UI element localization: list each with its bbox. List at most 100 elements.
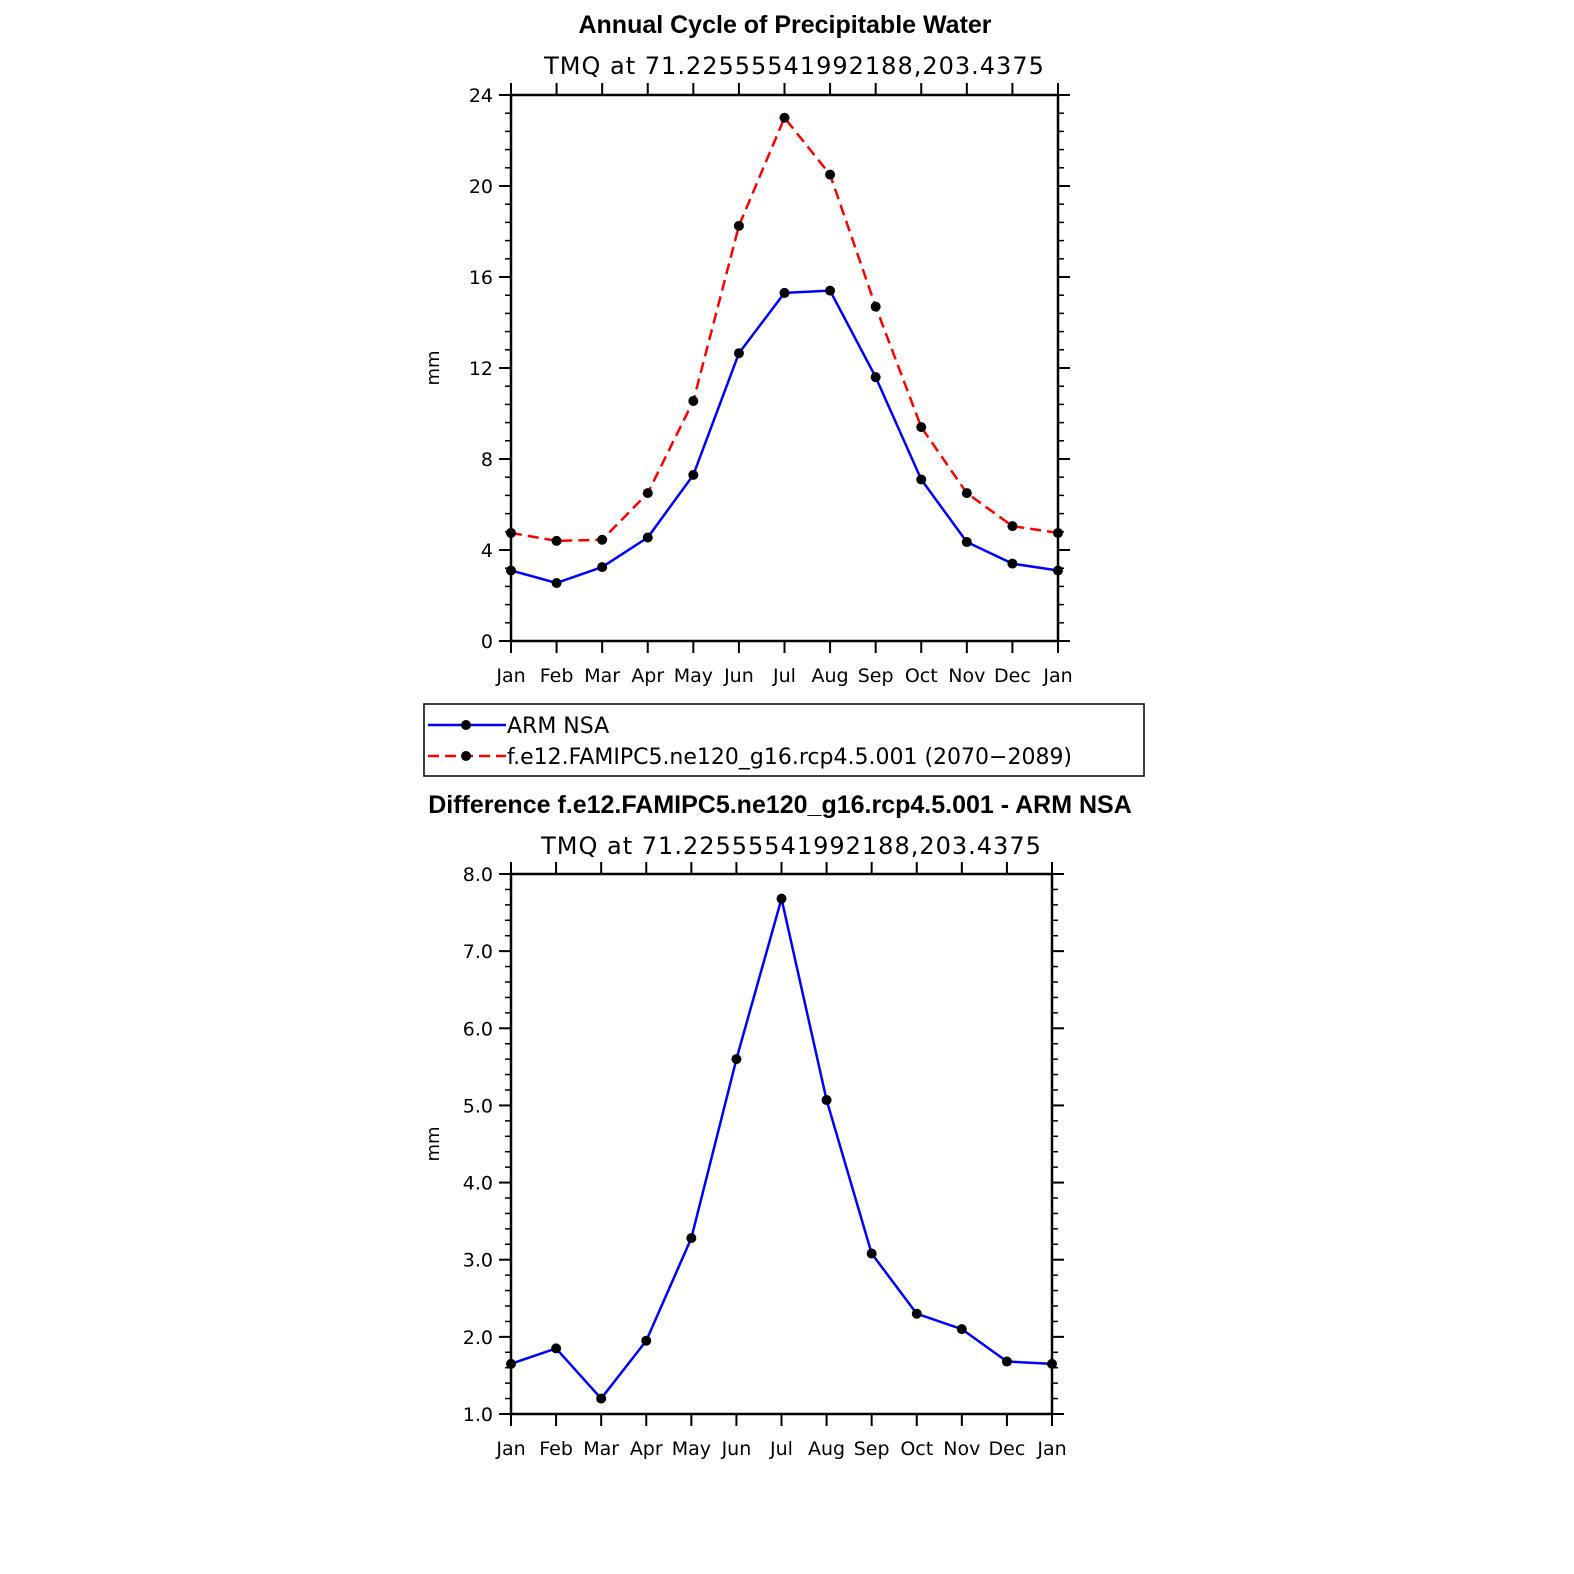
data-point	[825, 285, 836, 296]
data-point	[870, 301, 881, 312]
data-point	[870, 372, 881, 383]
y-tick-label: 0	[481, 631, 493, 653]
data-point	[916, 422, 927, 433]
x-tick-label: May	[672, 1438, 711, 1460]
x-tick-label: Jul	[772, 665, 796, 687]
data-point	[641, 1335, 652, 1346]
y-tick-label: 2.0	[463, 1327, 493, 1349]
legend-marker	[461, 720, 471, 730]
y-axis-label: mm	[423, 1126, 444, 1161]
data-point	[506, 1358, 516, 1369]
data-point	[866, 1248, 877, 1259]
data-point	[731, 1054, 742, 1065]
y-tick-label: 1.0	[463, 1404, 493, 1426]
y-tick-label: 6.0	[463, 1018, 493, 1040]
data-point	[779, 112, 790, 123]
data-point	[597, 534, 608, 545]
data-point	[911, 1308, 922, 1319]
series-line-0	[510, 289, 1059, 585]
data-point	[551, 1343, 562, 1354]
data-point	[956, 1324, 967, 1335]
legend-marker	[461, 751, 471, 761]
x-tick-label: Feb	[540, 665, 574, 687]
x-tick-label: Jun	[721, 1438, 752, 1460]
data-point	[1047, 1358, 1057, 1369]
data-point	[551, 535, 562, 546]
x-tick-label: Nov	[948, 665, 985, 687]
data-point	[688, 395, 699, 406]
legend: ARM NSA f.e12.FAMIPC5.ne120_g16.rcp4.5.00…	[423, 703, 1145, 777]
data-point	[506, 565, 516, 576]
chart-subtitle: TMQ at 71.22555541992188,203.4375	[540, 832, 1042, 860]
y-tick-label: 4.0	[463, 1173, 493, 1195]
x-tick-label: Aug	[812, 665, 849, 687]
x-tick-label: Dec	[994, 665, 1031, 687]
plot-frame	[509, 93, 1060, 643]
data-point	[642, 532, 653, 543]
y-tick-label: 4	[481, 540, 493, 562]
chart-title: Difference f.e12.FAMIPC5.ne120_g16.rcp4.…	[428, 791, 1132, 819]
legend-label: f.e12.FAMIPC5.ne120_g16.rcp4.5.001 (2070…	[507, 745, 1072, 770]
data-point	[551, 577, 562, 588]
x-tick-label: Jan	[495, 665, 525, 687]
annual-cycle-chart: Annual Cycle of Precipitable Water TMQ at…	[423, 11, 1073, 687]
data-point	[733, 220, 744, 231]
data-point	[686, 1233, 697, 1244]
x-tick-label: May	[674, 665, 713, 687]
chart-title: Annual Cycle of Precipitable Water	[578, 11, 991, 39]
x-tick-label: Jan	[1042, 665, 1072, 687]
x-tick-label: Jan	[1036, 1438, 1066, 1460]
y-tick-label: 8	[481, 449, 493, 471]
x-tick-label: Aug	[808, 1438, 845, 1460]
x-tick-label: Mar	[583, 1438, 619, 1460]
data-point	[776, 893, 787, 904]
x-tick-label: Jun	[723, 665, 754, 687]
y-axis-label: mm	[423, 350, 444, 385]
data-point	[1007, 521, 1018, 532]
legend-box	[423, 703, 1145, 777]
data-point	[688, 469, 699, 480]
data-point	[1053, 565, 1063, 576]
difference-chart: Difference f.e12.FAMIPC5.ne120_g16.rcp4.…	[423, 791, 1132, 1460]
x-tick-label: Feb	[539, 1438, 573, 1460]
x-tick-label: Sep	[858, 665, 894, 687]
y-tick-label: 8.0	[463, 864, 493, 886]
data-point	[779, 287, 790, 298]
data-point	[1053, 527, 1063, 538]
y-tick-label: 12	[469, 358, 493, 380]
data-point	[825, 169, 836, 180]
series-line-1	[510, 116, 1059, 543]
data-point	[597, 562, 608, 573]
chart-subtitle: TMQ at 71.22555541992188,203.4375	[543, 52, 1045, 80]
x-tick-label: Mar	[584, 665, 620, 687]
data-point	[1001, 1356, 1012, 1367]
data-point	[596, 1393, 607, 1404]
series-line-0	[510, 897, 1053, 1400]
data-point	[961, 488, 972, 499]
x-tick-label: Apr	[631, 665, 664, 687]
x-tick-label: Sep	[854, 1438, 890, 1460]
data-point	[961, 537, 972, 548]
data-point	[821, 1095, 832, 1106]
y-tick-label: 5.0	[463, 1095, 493, 1117]
x-tick-label: Nov	[943, 1438, 980, 1460]
y-tick-label: 3.0	[463, 1250, 493, 1272]
x-tick-label: Jan	[495, 1438, 525, 1460]
legend-label: ARM NSA	[507, 714, 609, 739]
x-tick-label: Dec	[989, 1438, 1026, 1460]
data-point	[733, 348, 744, 359]
data-point	[1007, 558, 1018, 569]
y-tick-label: 16	[469, 267, 493, 289]
y-tick-label: 24	[469, 85, 493, 107]
plot-frame	[509, 872, 1054, 1416]
data-point	[916, 474, 927, 485]
x-tick-label: Apr	[630, 1438, 663, 1460]
y-tick-label: 7.0	[463, 941, 493, 963]
data-point	[642, 488, 653, 499]
y-tick-label: 20	[469, 176, 493, 198]
x-tick-label: Jul	[769, 1438, 793, 1460]
x-tick-label: Oct	[905, 665, 938, 687]
x-tick-label: Oct	[900, 1438, 933, 1460]
data-point	[506, 527, 516, 538]
